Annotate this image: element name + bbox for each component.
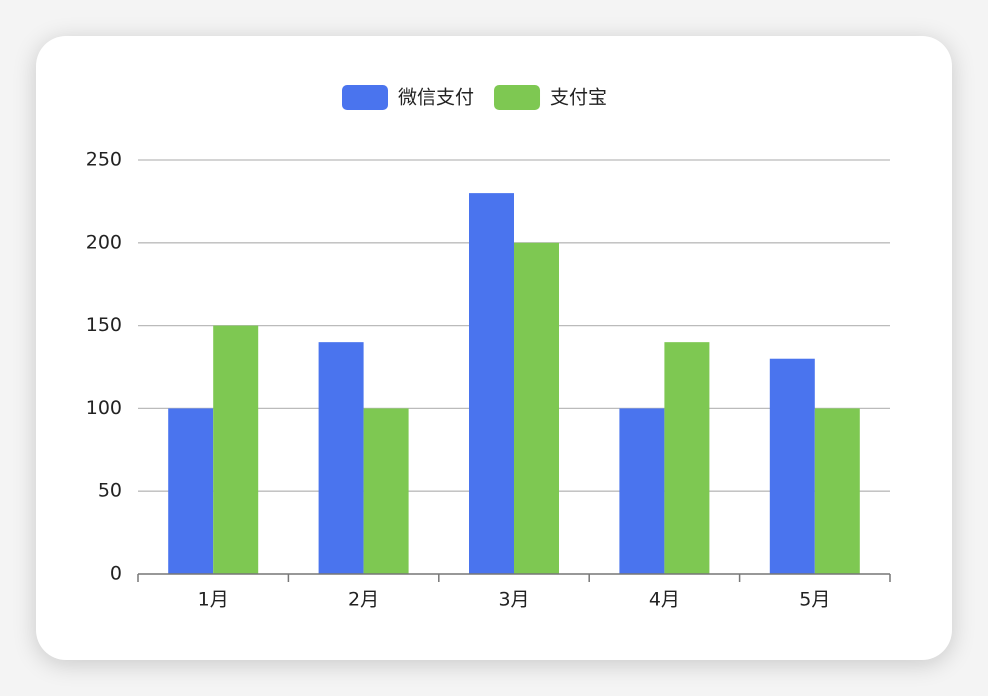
bar	[213, 325, 259, 574]
y-tick-label: 200	[86, 231, 122, 253]
x-tick-label: 1月	[198, 589, 229, 611]
legend-label: 微信支付	[398, 87, 474, 109]
x-tick-label: 2月	[348, 589, 379, 611]
bar	[619, 408, 665, 574]
bar	[664, 342, 710, 574]
y-tick-label: 0	[110, 563, 122, 585]
bar	[168, 408, 214, 574]
y-tick-label: 100	[86, 397, 122, 419]
bar	[318, 342, 364, 574]
bar	[469, 193, 514, 574]
x-tick-label: 5月	[799, 589, 830, 611]
bar	[814, 408, 860, 574]
bar	[363, 408, 409, 574]
bar	[769, 358, 815, 574]
bar	[514, 242, 559, 575]
legend-swatch	[342, 85, 388, 110]
x-tick-label: 3月	[498, 589, 529, 611]
y-tick-label: 150	[86, 314, 122, 336]
legend-swatch	[494, 85, 541, 110]
x-tick-label: 4月	[649, 589, 680, 611]
y-tick-label: 250	[86, 149, 122, 171]
y-tick-label: 50	[98, 480, 122, 502]
legend-label: 支付宝	[550, 87, 607, 109]
